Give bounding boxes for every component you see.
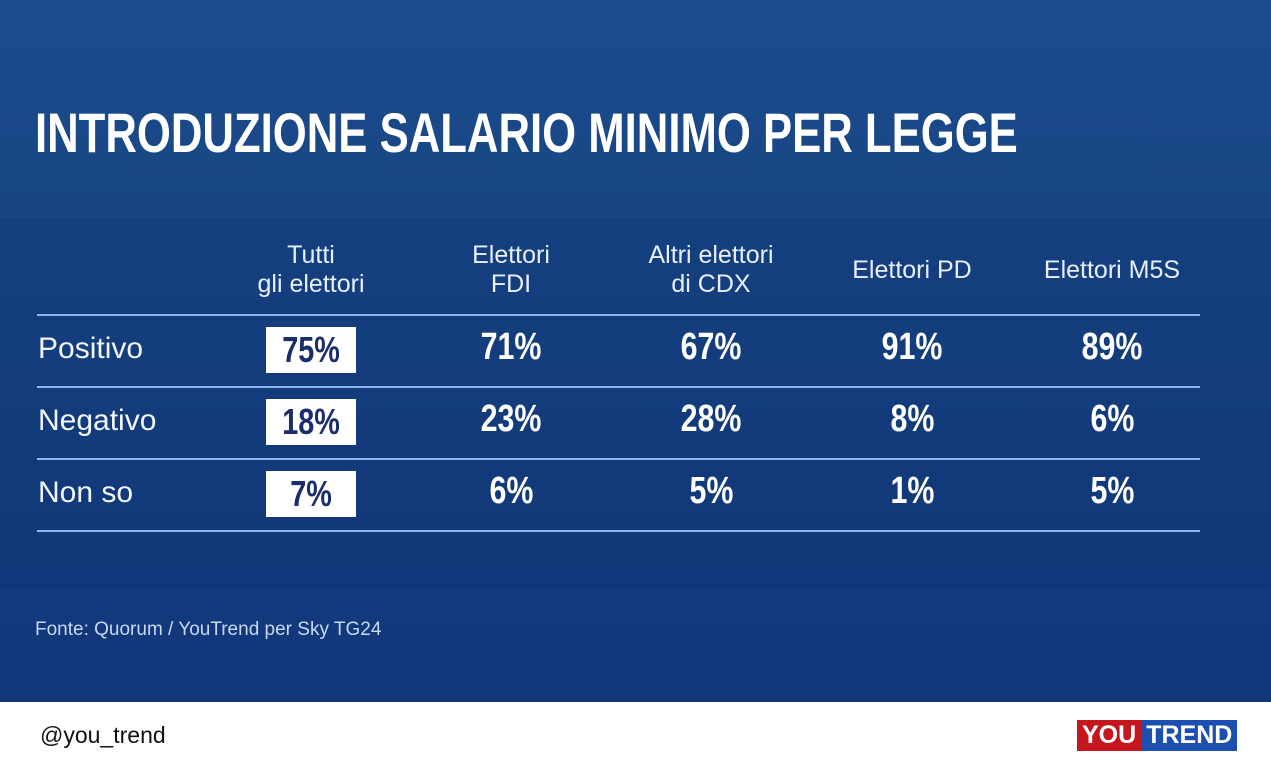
highlighted-value-cell: 18% bbox=[266, 399, 356, 445]
value-text: 23% bbox=[480, 398, 542, 440]
value-text: 89% bbox=[1081, 326, 1143, 368]
value-cell: 28% bbox=[651, 398, 771, 441]
row-divider bbox=[37, 530, 1200, 532]
row-divider bbox=[37, 314, 1200, 316]
value-text: 7% bbox=[290, 473, 332, 514]
column-header-line: FDI bbox=[490, 270, 532, 298]
logo-you: YOU bbox=[1077, 720, 1142, 751]
column-header-line: Elettori PD bbox=[852, 255, 972, 284]
value-text: 8% bbox=[890, 398, 934, 440]
logo-trend: TREND bbox=[1141, 720, 1238, 751]
value-text: 5% bbox=[1090, 470, 1134, 512]
value-text: 18% bbox=[282, 401, 340, 442]
highlighted-value-cell: 75% bbox=[266, 327, 356, 373]
row-divider bbox=[37, 458, 1200, 460]
column-header-line: Elettori bbox=[472, 241, 550, 269]
value-cell: 1% bbox=[852, 470, 972, 513]
value-cell: 67% bbox=[651, 326, 771, 369]
value-cell: 8% bbox=[852, 398, 972, 441]
column-header-line: di CDX bbox=[671, 270, 751, 298]
column-header-line: Tutti bbox=[287, 241, 335, 269]
value-text: 71% bbox=[480, 326, 542, 368]
twitter-handle: @you_trend bbox=[40, 722, 166, 748]
column-header-line: gli elettori bbox=[257, 270, 365, 298]
value-text: 67% bbox=[680, 326, 742, 368]
value-text: 1% bbox=[890, 470, 934, 512]
column-header-line: Altri elettori bbox=[648, 241, 774, 269]
row-label: Negativo bbox=[38, 404, 157, 437]
column-header-line: Elettori M5S bbox=[1043, 255, 1181, 284]
source-note: Fonte: Quorum / YouTrend per Sky TG24 bbox=[35, 619, 382, 640]
value-text: 5% bbox=[689, 470, 733, 512]
value-cell: 6% bbox=[1052, 398, 1172, 441]
value-cell: 89% bbox=[1052, 326, 1172, 369]
value-cell: 6% bbox=[451, 470, 571, 513]
column-header: Tutti gli elettori bbox=[211, 240, 411, 300]
value-cell: 71% bbox=[451, 326, 571, 369]
value-text: 6% bbox=[1090, 398, 1134, 440]
column-header: Altri elettori di CDX bbox=[611, 240, 811, 300]
value-cell: 23% bbox=[451, 398, 571, 441]
chart-panel bbox=[0, 0, 1271, 702]
chart-title: INTRODUZIONE SALARIO MINIMO PER LEGGE bbox=[35, 101, 1018, 164]
column-header: Elettori M5S bbox=[1012, 240, 1212, 300]
value-text: 6% bbox=[489, 470, 533, 512]
youtrend-logo: YOU TREND bbox=[1077, 720, 1238, 751]
column-header: Elettori FDI bbox=[411, 240, 611, 300]
highlighted-value-cell: 7% bbox=[266, 471, 356, 517]
column-header: Elettori PD bbox=[812, 240, 1012, 300]
value-cell: 5% bbox=[651, 470, 771, 513]
value-text: 75% bbox=[282, 329, 340, 370]
value-text: 91% bbox=[881, 326, 943, 368]
row-label: Positivo bbox=[38, 332, 144, 365]
value-cell: 91% bbox=[852, 326, 972, 369]
value-cell: 5% bbox=[1052, 470, 1172, 513]
row-divider bbox=[37, 386, 1200, 388]
value-text: 28% bbox=[680, 398, 742, 440]
row-label: Non so bbox=[38, 476, 134, 509]
